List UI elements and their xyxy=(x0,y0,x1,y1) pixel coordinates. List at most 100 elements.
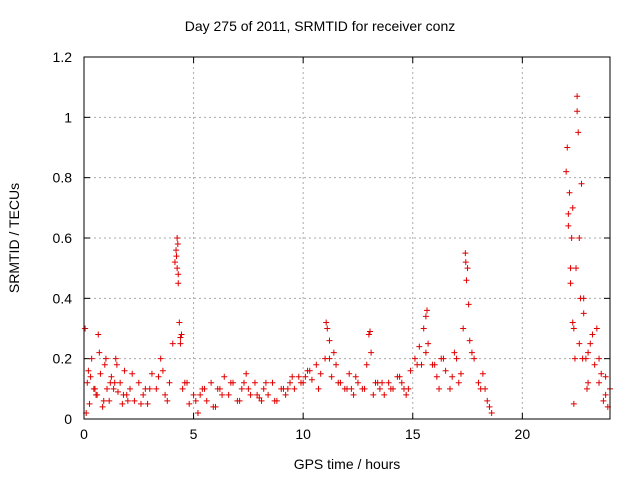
data-point xyxy=(326,337,333,344)
data-point xyxy=(99,403,106,410)
data-point xyxy=(479,370,486,377)
data-point xyxy=(420,325,427,332)
data-point xyxy=(91,385,98,392)
data-point xyxy=(110,385,117,392)
data-point xyxy=(460,325,467,332)
data-point xyxy=(95,331,102,338)
data-point xyxy=(352,373,359,380)
y-tick-label: 0.4 xyxy=(53,290,73,306)
data-point xyxy=(175,280,182,287)
data-point xyxy=(449,373,456,380)
data-point xyxy=(236,397,243,404)
data-point xyxy=(124,397,131,404)
data-point xyxy=(569,319,576,326)
data-point xyxy=(570,325,577,332)
data-point xyxy=(416,343,423,350)
data-point xyxy=(96,349,103,356)
x-tick-label: 10 xyxy=(295,426,311,442)
data-point xyxy=(323,319,330,326)
data-point xyxy=(262,379,269,386)
data-point xyxy=(313,361,320,368)
data-point xyxy=(171,259,178,266)
data-point xyxy=(269,379,276,386)
chart-title: Day 275 of 2011, SRMTID for receiver con… xyxy=(184,18,456,34)
data-point xyxy=(194,409,201,416)
data-point xyxy=(295,373,302,380)
y-tick-label: 0.8 xyxy=(53,170,73,186)
data-point xyxy=(567,280,574,287)
data-point xyxy=(129,370,136,377)
data-point xyxy=(575,129,582,136)
data-point xyxy=(173,253,180,260)
data-point xyxy=(381,391,388,398)
data-point xyxy=(463,277,470,284)
data-point xyxy=(596,355,603,362)
data-point xyxy=(297,379,304,386)
data-point xyxy=(354,379,361,386)
data-point xyxy=(157,355,164,362)
data-point xyxy=(422,349,429,356)
data-point xyxy=(587,340,594,347)
data-point xyxy=(254,391,261,398)
data-point xyxy=(94,391,101,398)
data-point xyxy=(82,325,89,332)
data-point xyxy=(348,385,355,392)
data-point xyxy=(333,361,340,368)
data-point xyxy=(566,189,573,196)
x-tick-label: 20 xyxy=(515,426,531,442)
data-point xyxy=(119,400,126,407)
data-point xyxy=(425,340,432,347)
data-point xyxy=(422,313,429,320)
grid-lines xyxy=(84,57,610,419)
data-point xyxy=(284,385,291,392)
data-point xyxy=(462,259,469,266)
data-point xyxy=(102,355,109,362)
x-tick-label: 5 xyxy=(190,426,198,442)
data-point xyxy=(602,391,609,398)
data-point xyxy=(367,328,374,335)
data-point xyxy=(600,397,607,404)
data-point xyxy=(602,373,609,380)
data-point xyxy=(564,144,571,151)
data-point xyxy=(148,370,155,377)
data-point xyxy=(396,373,403,380)
data-point xyxy=(468,349,475,356)
data-point xyxy=(174,235,181,241)
data-point xyxy=(84,379,91,386)
data-point xyxy=(106,397,113,404)
data-point xyxy=(166,379,173,386)
data-point xyxy=(593,325,600,332)
data-point xyxy=(142,385,149,392)
data-point xyxy=(471,355,478,362)
data-point xyxy=(101,361,108,368)
data-point xyxy=(400,385,407,392)
data-point xyxy=(335,379,342,386)
data-point xyxy=(291,385,298,392)
y-axis-label: SRMTID / TECUs xyxy=(6,182,22,294)
data-point xyxy=(570,400,577,407)
data-point xyxy=(457,370,464,377)
data-point xyxy=(565,210,572,217)
data-point xyxy=(197,391,204,398)
data-point xyxy=(567,265,574,272)
data-point xyxy=(177,334,184,341)
data-point xyxy=(596,379,603,386)
data-point xyxy=(243,370,250,377)
data-point xyxy=(174,241,181,248)
data-point xyxy=(398,379,405,386)
data-point xyxy=(153,385,160,392)
data-point xyxy=(260,385,267,392)
data-point xyxy=(302,373,309,380)
data-point xyxy=(176,319,183,326)
data-point xyxy=(589,331,596,338)
data-point xyxy=(112,355,119,362)
data-point xyxy=(162,391,169,398)
data-point xyxy=(363,361,370,368)
data-point xyxy=(346,370,353,377)
data-point xyxy=(131,397,138,404)
data-point xyxy=(174,265,181,272)
data-point xyxy=(418,361,425,368)
data-point xyxy=(258,397,265,404)
data-point xyxy=(598,370,605,377)
